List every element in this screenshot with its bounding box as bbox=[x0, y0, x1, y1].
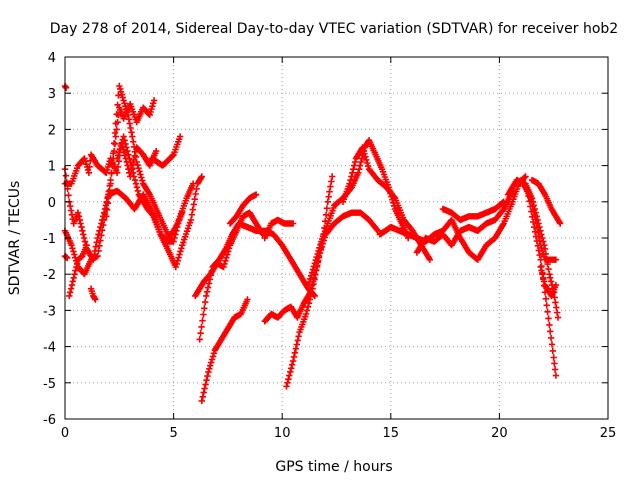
series-15 bbox=[226, 191, 260, 227]
series-26 bbox=[522, 184, 560, 263]
series-14 bbox=[192, 209, 266, 300]
series-markers bbox=[148, 133, 184, 169]
series-markers bbox=[61, 252, 71, 262]
ticks: 0 5 10 15 20 25 -6 -5 -4 -3 -2 -1 0 1 2 3 4 bbox=[43, 51, 616, 441]
y-tick-label: -4 bbox=[43, 341, 56, 356]
series-22 bbox=[413, 187, 516, 256]
series-markers bbox=[192, 209, 266, 300]
series-18 bbox=[283, 209, 381, 390]
y-tick-label: -2 bbox=[43, 268, 56, 283]
series-11 bbox=[148, 133, 184, 169]
series-markers bbox=[413, 187, 516, 256]
series-markers bbox=[261, 173, 336, 325]
series-4 bbox=[61, 252, 71, 262]
series-10 bbox=[113, 133, 197, 245]
y-tick-label: 0 bbox=[48, 196, 56, 211]
series-markers bbox=[226, 191, 260, 227]
series-markers bbox=[113, 133, 197, 245]
y-tick-label: 1 bbox=[48, 160, 56, 175]
series-markers bbox=[439, 198, 507, 224]
x-tick-label: 10 bbox=[274, 426, 291, 441]
series-markers bbox=[528, 176, 564, 227]
x-tick-label: 15 bbox=[383, 426, 400, 441]
series-markers bbox=[66, 242, 90, 300]
series-markers bbox=[283, 209, 381, 390]
y-tick-label: 2 bbox=[48, 123, 56, 138]
series-7 bbox=[87, 285, 99, 303]
y-tick-label: -6 bbox=[43, 413, 56, 428]
x-axis-label: GPS time / hours bbox=[275, 459, 392, 475]
series-16 bbox=[261, 216, 297, 242]
series-6 bbox=[66, 242, 90, 300]
series-17 bbox=[261, 173, 336, 325]
x-tick-label: 0 bbox=[61, 426, 69, 441]
series-27 bbox=[528, 176, 564, 227]
x-tick-label: 20 bbox=[491, 426, 508, 441]
series-markers bbox=[87, 285, 99, 303]
grid bbox=[65, 57, 608, 419]
series-28 bbox=[537, 263, 560, 300]
y-tick-label: 4 bbox=[48, 51, 56, 66]
y-tick-label: -1 bbox=[43, 232, 56, 247]
y-tick-label: 3 bbox=[48, 87, 56, 102]
y-tick-label: -5 bbox=[43, 377, 56, 392]
x-tick-label: 25 bbox=[600, 426, 617, 441]
chart-title: Day 278 of 2014, Sidereal Day-to-day VTE… bbox=[50, 21, 618, 37]
series-markers bbox=[537, 263, 560, 300]
series-markers bbox=[61, 82, 70, 91]
series-markers bbox=[198, 296, 251, 405]
series-23 bbox=[439, 198, 507, 224]
series-13 bbox=[198, 296, 251, 405]
data-layer bbox=[61, 82, 564, 405]
series-markers bbox=[261, 216, 297, 242]
series-markers bbox=[522, 184, 560, 263]
series-1 bbox=[61, 82, 70, 91]
y-axis-label: SDTVAR / TECUs bbox=[7, 181, 23, 296]
x-tick-label: 5 bbox=[169, 426, 177, 441]
y-tick-label: -3 bbox=[43, 304, 56, 319]
